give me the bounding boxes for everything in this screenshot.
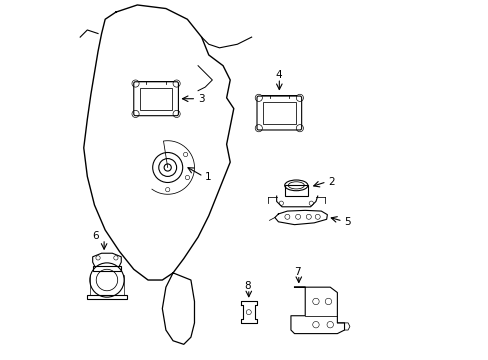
Bar [263,102,295,124]
Text: 6: 6 [93,231,99,241]
Text: 1: 1 [205,172,211,183]
Text: 4: 4 [275,69,282,80]
Bar [140,88,172,110]
Text: 5: 5 [343,217,350,227]
Bar [284,185,307,196]
Text: 3: 3 [198,94,204,104]
Bar [87,296,126,299]
Text: 8: 8 [244,281,251,291]
Text: 7: 7 [294,267,301,277]
Text: 2: 2 [328,177,334,187]
Bar [93,266,121,271]
